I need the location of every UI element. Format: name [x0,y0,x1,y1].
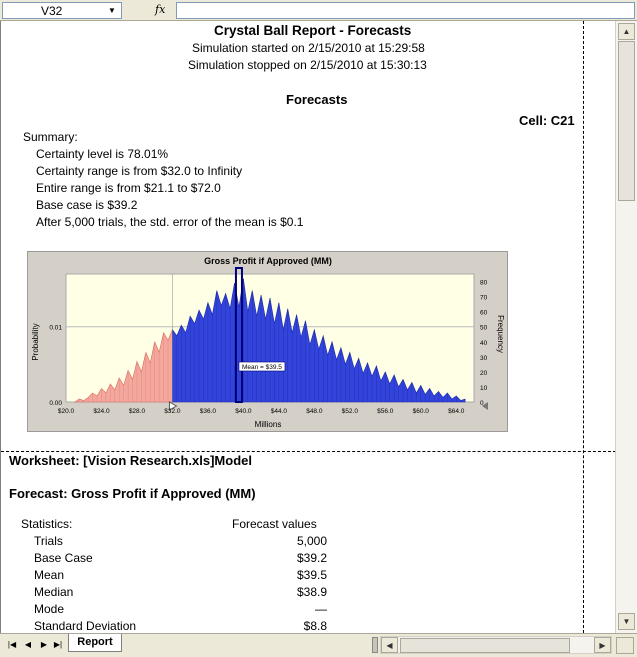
sheet-tab-bar: |◀ ◀ ▶ ▶| Report ◀ ▶ [0,633,637,657]
x-tick-label: $36.0 [200,408,217,415]
x-tick-label: $24.0 [93,408,110,415]
summary-line: Certainty level is 78.01% [36,147,169,161]
worksheet-area[interactable]: Crystal Ball Report - Forecasts Simulati… [0,21,615,633]
summary-line: After 5,000 trials, the std. error of th… [36,215,304,229]
stat-value: $8.8 [303,619,327,633]
stat-name: Base Case [34,551,93,565]
x-tick-label: $32.0 [164,408,181,415]
forecast-chart: Gross Profit if Approved (MM) Mean = $39.… [27,251,508,432]
sheet-tab-report[interactable]: Report [68,634,122,652]
stat-value: $38.9 [296,585,327,599]
scroll-corner [616,637,634,654]
worksheet-label: Worksheet: [Vision Research.xls]Model [9,453,252,468]
scroll-down-icon[interactable]: ▼ [618,613,635,630]
mean-line [234,267,243,403]
stats-column-header: Forecast values [232,517,317,531]
stat-value: — [315,602,327,616]
stats-label: Statistics: [21,517,73,531]
tab-split-handle[interactable] [372,637,378,653]
left-tick-label: 0.01 [49,325,62,332]
x-tick-label: $44.0 [271,408,288,415]
right-tick-label: 0 [480,400,484,407]
formula-input[interactable] [176,2,635,19]
horizontal-scroll-thumb[interactable] [400,638,570,653]
vertical-scroll-thumb[interactable] [618,41,635,201]
chart-svg: Gross Profit if Approved (MM) Mean = $39.… [31,256,505,429]
stat-name: Mean [34,568,65,582]
left-tick-label: 0.00 [49,400,62,407]
first-sheet-icon[interactable]: |◀ [7,640,17,649]
x-tick-label: $20.0 [58,408,75,415]
x-tick-label: $56.0 [377,408,394,415]
stat-name: Trials [34,534,63,548]
summary-label: Summary: [23,130,78,144]
vertical-scrollbar[interactable]: ▲ ▼ [615,21,637,633]
x-axis-label: Millions [255,420,282,429]
x-tick-label: $40.0 [235,408,252,415]
y-axis-label-right: Frequency [496,315,505,353]
stat-value: 5,000 [296,534,327,548]
summary-line: Certainty range is from $32.0 to Infinit… [36,164,243,178]
x-tick-label: $60.0 [413,408,430,415]
summary-line: Entire range is from $21.1 to $72.0 [36,181,221,195]
right-tick-label: 10 [480,385,488,392]
page-break-vertical [583,21,584,633]
certainty-grabber-left [168,401,178,411]
sheet-tab-label: Report [77,636,113,648]
scroll-up-icon[interactable]: ▲ [618,23,635,40]
x-tick-label: $48.0 [306,408,323,415]
right-tick-label: 70 [480,295,488,302]
right-tick-label: 60 [480,310,488,317]
y-axis-label-left: Probability [31,323,40,360]
sim-started: Simulation started on 2/15/2010 at 15:29… [192,41,425,55]
x-tick-label: $64.0 [448,408,465,415]
right-tick-label: 30 [480,355,488,362]
sim-stopped: Simulation stopped on 2/15/2010 at 15:30… [188,58,427,72]
last-sheet-icon[interactable]: ▶| [53,640,63,649]
summary-line: Base case is $39.2 [36,198,138,212]
page-break-horizontal [1,451,615,452]
cell-label: Cell: C21 [519,113,575,128]
stat-name: Standard Deviation [34,619,137,633]
stat-value: $39.2 [296,551,327,565]
x-tick-label: $52.0 [342,408,359,415]
right-tick-label: 40 [480,340,488,347]
certainty-grabber-right [482,402,488,410]
scroll-right-icon[interactable]: ▶ [594,637,611,653]
x-tick-label: $28.0 [129,408,146,415]
formula-bar: V32 ▼ fx [0,0,637,21]
mean-label: Mean = $39.5 [242,364,282,371]
fx-icon[interactable]: fx [155,3,166,16]
right-tick-label: 50 [480,325,488,332]
prev-sheet-icon[interactable]: ◀ [24,640,32,649]
name-box-value: V32 [41,4,63,18]
mean-label-box [238,361,286,372]
scroll-left-icon[interactable]: ◀ [381,637,398,653]
name-box[interactable]: V32 ▼ [2,2,122,19]
chart-title: Gross Profit if Approved (MM) [204,256,332,266]
report-title: Crystal Ball Report - Forecasts [214,23,412,38]
stat-value: $39.5 [296,568,327,582]
right-tick-label: 20 [480,370,488,377]
horizontal-scrollbar[interactable]: ◀ ▶ [380,636,612,654]
right-tick-label: 80 [480,280,488,287]
chevron-down-icon[interactable]: ▼ [108,6,116,15]
stat-name: Mode [34,602,65,616]
section-heading: Forecasts [286,92,348,107]
stat-name: Median [34,585,74,599]
next-sheet-icon[interactable]: ▶ [40,640,48,649]
forecast-label: Forecast: Gross Profit if Approved (MM) [9,486,256,501]
